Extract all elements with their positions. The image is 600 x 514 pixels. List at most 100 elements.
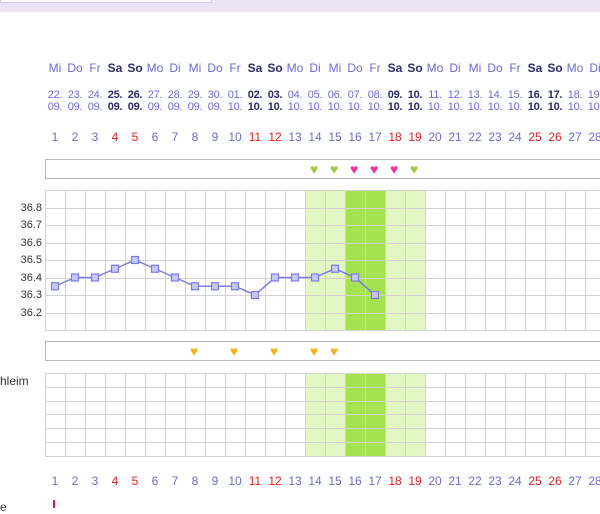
top-bar [0, 0, 600, 12]
cell-day-row-16: 07. [347, 89, 363, 101]
cell-cycle-row-2-23: 23 [488, 474, 502, 488]
temperature-point[interactable] [230, 282, 240, 291]
cell-cycle-row-1-13: 13 [288, 130, 302, 144]
cell-weekday-row-21: Di [449, 61, 461, 75]
cell-month-row-14: 10. [307, 101, 323, 113]
cell-weekday-row-27: Mo [566, 61, 584, 75]
cell-cycle-row-1-19: 19 [408, 130, 422, 144]
cell-weekday-row-19: So [407, 61, 423, 75]
cell-cycle-row-1-1: 1 [51, 130, 59, 144]
cell-cycle-row-1-22: 22 [468, 130, 482, 144]
cell-cycle-row-2-19: 19 [408, 474, 422, 488]
heart-icon[interactable]: ♥ [330, 161, 339, 177]
cell-month-row-26: 10. [547, 101, 563, 113]
cell-cycle-row-2-18: 18 [388, 474, 402, 488]
cell-cycle-row-1-20: 20 [428, 130, 442, 144]
temperature-tick-label: 36.6 [20, 236, 42, 249]
heart-icon[interactable]: ♥ [190, 343, 199, 359]
cell-month-row-18: 10. [387, 101, 403, 113]
cell-month-row-24: 10. [507, 101, 523, 113]
cell-month-row-4: 09. [107, 101, 123, 113]
cell-month-row-8: 09. [187, 101, 203, 113]
cell-day-row-13: 04. [287, 89, 303, 101]
temperature-point[interactable] [170, 273, 180, 282]
cell-cycle-row-2-7: 7 [171, 474, 179, 488]
temperature-point[interactable] [210, 282, 220, 291]
cell-cycle-row-2-5: 5 [131, 474, 139, 488]
temperature-point[interactable] [130, 255, 140, 265]
cell-cycle-row-1-2: 2 [71, 130, 79, 144]
temperature-point[interactable] [90, 273, 100, 282]
cell-weekday-row-1: Mi [48, 61, 62, 75]
temperature-point[interactable] [370, 290, 380, 300]
cell-month-row-1: 09. [47, 101, 63, 113]
cell-cycle-row-1-11: 11 [248, 130, 262, 144]
temperature-point[interactable] [150, 264, 160, 273]
heart-icon[interactable]: ♥ [310, 343, 319, 359]
cell-weekday-row-17: Fr [369, 61, 381, 75]
cell-weekday-row-2: Do [67, 61, 83, 75]
cell-day-row-2: 23. [67, 89, 83, 101]
cell-weekday-row-16: Do [347, 61, 363, 75]
period-marker [53, 500, 55, 508]
cell-month-row-27: 10. [567, 101, 583, 113]
cell-day-row-19: 10. [407, 89, 423, 101]
temperature-tick-label: 36.8 [20, 201, 42, 214]
temperature-point[interactable] [250, 290, 260, 300]
weekday-row: Mi Do Fr Sa So Mo Di Mi Do Fr Sa So Mo Di Mi Do Fr Sa So Mo… [0, 61, 600, 75]
cell-cycle-row-1-7: 7 [171, 130, 179, 144]
temperature-point[interactable] [310, 273, 320, 282]
top-input-box[interactable] [0, 0, 212, 3]
heart-icon[interactable]: ♥ [370, 161, 379, 177]
temperature-point[interactable] [110, 264, 120, 273]
top-heart-strip[interactable]: ♥ ♥ ♥ ♥ ♥ ♥ [45, 159, 600, 179]
cell-month-row-12: 10. [267, 101, 283, 113]
cell-cycle-row-2-16: 16 [348, 474, 362, 488]
temperature-point[interactable] [290, 273, 300, 282]
cell-day-row-20: 11. [428, 89, 442, 101]
heart-icon[interactable]: ♥ [270, 343, 279, 359]
cell-cycle-row-2-22: 22 [468, 474, 482, 488]
cell-cycle-row-2-9: 9 [211, 474, 219, 488]
heart-icon[interactable]: ♥ [410, 161, 419, 177]
cell-day-row-1: 22. [47, 89, 63, 101]
cell-month-row-15: 10. [327, 101, 343, 113]
heart-icon[interactable]: ♥ [390, 161, 399, 177]
cell-month-row-22: 10. [467, 101, 483, 113]
cell-weekday-row-15: Mi [328, 61, 342, 75]
temperature-point[interactable] [50, 282, 60, 291]
temperature-tick-label: 36.4 [20, 271, 42, 284]
cell-weekday-row-9: Do [207, 61, 223, 75]
heart-icon[interactable]: ♥ [310, 161, 319, 177]
temperature-tick-label: 36.3 [20, 289, 42, 301]
cell-cycle-row-2-27: 27 [568, 474, 582, 488]
cell-month-row-3: 09. [87, 101, 103, 113]
temperature-point[interactable] [70, 273, 80, 282]
cell-month-row-5: 09. [127, 101, 143, 113]
temperature-point[interactable] [330, 264, 340, 273]
cell-weekday-row-13: Mo [286, 61, 304, 75]
date-day-row: 22. 23. 24. 25. 26. 27. 28. 29. 30. 01. 02. 03. 04. 0… [0, 88, 600, 102]
heart-icon[interactable]: ♥ [350, 161, 359, 177]
heart-icon[interactable]: ♥ [330, 343, 339, 359]
temperature-point[interactable] [190, 282, 200, 291]
cell-weekday-row-4: Sa [107, 61, 123, 75]
heart-icon[interactable]: ♥ [230, 343, 239, 359]
temperature-point[interactable] [270, 273, 280, 282]
cell-month-row-10: 10. [227, 101, 243, 113]
cell-cycle-row-2-8: 8 [191, 474, 199, 488]
cell-day-row-11: 02. [247, 89, 263, 101]
bottom-heart-strip[interactable]: ♥ ♥ ♥ ♥ ♥ [45, 341, 600, 361]
cell-cycle-row-2-1: 1 [51, 474, 59, 488]
cell-cycle-row-1-14: 14 [308, 130, 322, 144]
temperature-tick-label: 36.2 [20, 306, 42, 319]
cell-cycle-row-2-28: 28 [588, 474, 600, 488]
cell-cycle-row-2-26: 26 [548, 474, 562, 488]
cell-cycle-row-1-23: 23 [488, 130, 502, 144]
cell-day-row-7: 28. [167, 89, 183, 101]
cell-cycle-row-1-4: 4 [111, 130, 119, 144]
cell-cycle-row-1-3: 3 [91, 130, 99, 144]
temperature-point[interactable] [350, 273, 360, 282]
cell-day-row-18: 09. [387, 89, 403, 101]
cell-cycle-row-1-6: 6 [151, 130, 159, 144]
